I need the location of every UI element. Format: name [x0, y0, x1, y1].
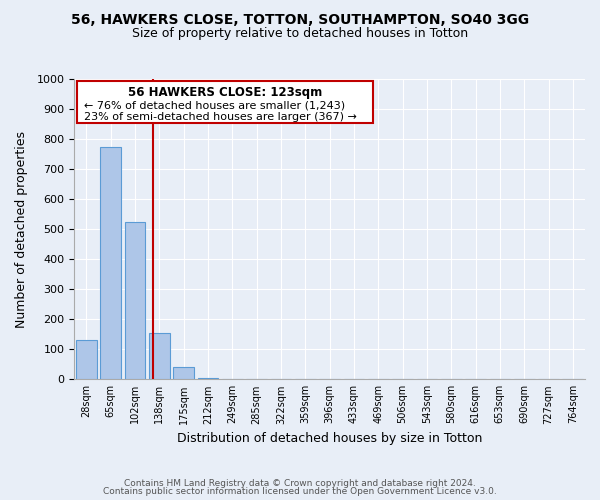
Bar: [149, 333, 170, 380]
Text: 56, HAWKERS CLOSE, TOTTON, SOUTHAMPTON, SO40 3GG: 56, HAWKERS CLOSE, TOTTON, SOUTHAMPTON, …: [71, 12, 529, 26]
Bar: [76, 340, 97, 380]
Text: 23% of semi-detached houses are larger (367) →: 23% of semi-detached houses are larger (…: [84, 112, 357, 122]
Text: Contains HM Land Registry data © Crown copyright and database right 2024.: Contains HM Land Registry data © Crown c…: [124, 478, 476, 488]
Text: 56 HAWKERS CLOSE: 123sqm: 56 HAWKERS CLOSE: 123sqm: [128, 86, 322, 99]
Y-axis label: Number of detached properties: Number of detached properties: [15, 130, 28, 328]
Bar: [100, 146, 121, 380]
X-axis label: Distribution of detached houses by size in Totton: Distribution of detached houses by size …: [177, 432, 482, 445]
FancyBboxPatch shape: [77, 80, 373, 122]
Text: Contains public sector information licensed under the Open Government Licence v3: Contains public sector information licen…: [103, 487, 497, 496]
Bar: [125, 222, 145, 380]
Bar: [197, 378, 218, 380]
Text: Size of property relative to detached houses in Totton: Size of property relative to detached ho…: [132, 28, 468, 40]
Text: ← 76% of detached houses are smaller (1,243): ← 76% of detached houses are smaller (1,…: [84, 100, 346, 110]
Bar: [173, 368, 194, 380]
